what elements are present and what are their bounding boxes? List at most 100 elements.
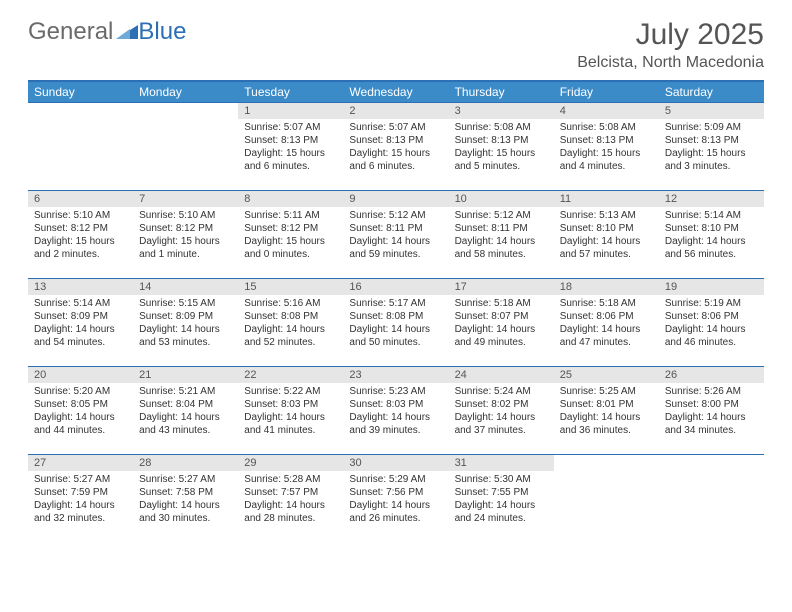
daylight-line: Daylight: 14 hours and 46 minutes. bbox=[665, 323, 758, 349]
daylight-line: Daylight: 14 hours and 39 minutes. bbox=[349, 411, 442, 437]
day-cell: 13Sunrise: 5:14 AMSunset: 8:09 PMDayligh… bbox=[28, 279, 133, 367]
daylight-line: Daylight: 14 hours and 58 minutes. bbox=[455, 235, 548, 261]
day-cell: 17Sunrise: 5:18 AMSunset: 8:07 PMDayligh… bbox=[449, 279, 554, 367]
day-details: Sunrise: 5:19 AMSunset: 8:06 PMDaylight:… bbox=[659, 295, 764, 353]
day-number: 11 bbox=[554, 191, 659, 207]
sunrise-line: Sunrise: 5:17 AM bbox=[349, 297, 442, 310]
day-cell: 8Sunrise: 5:11 AMSunset: 8:12 PMDaylight… bbox=[238, 191, 343, 279]
logo: General Blue bbox=[28, 18, 186, 46]
day-number: 15 bbox=[238, 279, 343, 295]
day-cell: 1Sunrise: 5:07 AMSunset: 8:13 PMDaylight… bbox=[238, 103, 343, 191]
day-cell: 2Sunrise: 5:07 AMSunset: 8:13 PMDaylight… bbox=[343, 103, 448, 191]
daylight-line: Daylight: 14 hours and 37 minutes. bbox=[455, 411, 548, 437]
day-cell: 15Sunrise: 5:16 AMSunset: 8:08 PMDayligh… bbox=[238, 279, 343, 367]
daylight-line: Daylight: 14 hours and 24 minutes. bbox=[455, 499, 548, 525]
daylight-line: Daylight: 14 hours and 44 minutes. bbox=[34, 411, 127, 437]
day-number: 13 bbox=[28, 279, 133, 295]
sunset-line: Sunset: 8:12 PM bbox=[139, 222, 232, 235]
weekday-header: Friday bbox=[554, 81, 659, 103]
weekday-header: Wednesday bbox=[343, 81, 448, 103]
day-details: Sunrise: 5:29 AMSunset: 7:56 PMDaylight:… bbox=[343, 471, 448, 529]
sunset-line: Sunset: 8:12 PM bbox=[244, 222, 337, 235]
sunrise-line: Sunrise: 5:20 AM bbox=[34, 385, 127, 398]
day-cell: 12Sunrise: 5:14 AMSunset: 8:10 PMDayligh… bbox=[659, 191, 764, 279]
day-details: Sunrise: 5:09 AMSunset: 8:13 PMDaylight:… bbox=[659, 119, 764, 177]
day-number: 14 bbox=[133, 279, 238, 295]
day-details: Sunrise: 5:13 AMSunset: 8:10 PMDaylight:… bbox=[554, 207, 659, 265]
sunset-line: Sunset: 8:10 PM bbox=[665, 222, 758, 235]
day-number: 23 bbox=[343, 367, 448, 383]
daylight-line: Daylight: 15 hours and 1 minute. bbox=[139, 235, 232, 261]
sunrise-line: Sunrise: 5:09 AM bbox=[665, 121, 758, 134]
weekday-header: Sunday bbox=[28, 81, 133, 103]
day-details: Sunrise: 5:10 AMSunset: 8:12 PMDaylight:… bbox=[28, 207, 133, 265]
sunset-line: Sunset: 8:08 PM bbox=[244, 310, 337, 323]
day-details: Sunrise: 5:27 AMSunset: 7:59 PMDaylight:… bbox=[28, 471, 133, 529]
day-number: 19 bbox=[659, 279, 764, 295]
day-details: Sunrise: 5:14 AMSunset: 8:10 PMDaylight:… bbox=[659, 207, 764, 265]
sunrise-line: Sunrise: 5:30 AM bbox=[455, 473, 548, 486]
day-number: 24 bbox=[449, 367, 554, 383]
logo-triangle-icon bbox=[116, 18, 138, 46]
daylight-line: Daylight: 14 hours and 36 minutes. bbox=[560, 411, 653, 437]
day-number: 17 bbox=[449, 279, 554, 295]
sunrise-line: Sunrise: 5:13 AM bbox=[560, 209, 653, 222]
day-number: 26 bbox=[659, 367, 764, 383]
daylight-line: Daylight: 14 hours and 56 minutes. bbox=[665, 235, 758, 261]
day-details: Sunrise: 5:14 AMSunset: 8:09 PMDaylight:… bbox=[28, 295, 133, 353]
sunrise-line: Sunrise: 5:10 AM bbox=[34, 209, 127, 222]
day-details: Sunrise: 5:20 AMSunset: 8:05 PMDaylight:… bbox=[28, 383, 133, 441]
day-number: 7 bbox=[133, 191, 238, 207]
sunset-line: Sunset: 8:11 PM bbox=[349, 222, 442, 235]
sunrise-line: Sunrise: 5:08 AM bbox=[560, 121, 653, 134]
day-number: 30 bbox=[343, 455, 448, 471]
day-number: 5 bbox=[659, 103, 764, 119]
daylight-line: Daylight: 15 hours and 6 minutes. bbox=[244, 147, 337, 173]
daylight-line: Daylight: 14 hours and 59 minutes. bbox=[349, 235, 442, 261]
daylight-line: Daylight: 14 hours and 28 minutes. bbox=[244, 499, 337, 525]
sunrise-line: Sunrise: 5:12 AM bbox=[455, 209, 548, 222]
day-cell: 9Sunrise: 5:12 AMSunset: 8:11 PMDaylight… bbox=[343, 191, 448, 279]
sunrise-line: Sunrise: 5:14 AM bbox=[34, 297, 127, 310]
day-cell: 19Sunrise: 5:19 AMSunset: 8:06 PMDayligh… bbox=[659, 279, 764, 367]
sunset-line: Sunset: 8:13 PM bbox=[455, 134, 548, 147]
weekday-row: Sunday Monday Tuesday Wednesday Thursday… bbox=[28, 81, 764, 103]
sunrise-line: Sunrise: 5:29 AM bbox=[349, 473, 442, 486]
day-cell: 7 Sunrise: 5:10 AMSunset: 8:12 PMDaylight… bbox=[133, 191, 238, 279]
week-row: 20Sunrise: 5:20 AMSunset: 8:05 PMDayligh… bbox=[28, 367, 764, 455]
day-number: 29 bbox=[238, 455, 343, 471]
weekday-header: Monday bbox=[133, 81, 238, 103]
day-details: Sunrise: 5:18 AMSunset: 8:07 PMDaylight:… bbox=[449, 295, 554, 353]
day-cell: 28Sunrise: 5:27 AMSunset: 7:58 PMDayligh… bbox=[133, 455, 238, 543]
sunset-line: Sunset: 7:55 PM bbox=[455, 486, 548, 499]
day-details: Sunrise: 5:07 AMSunset: 8:13 PMDaylight:… bbox=[238, 119, 343, 177]
sunset-line: Sunset: 8:06 PM bbox=[560, 310, 653, 323]
sunset-line: Sunset: 8:13 PM bbox=[349, 134, 442, 147]
day-cell: 27Sunrise: 5:27 AMSunset: 7:59 PMDayligh… bbox=[28, 455, 133, 543]
sunset-line: Sunset: 8:09 PM bbox=[139, 310, 232, 323]
day-details: Sunrise: 5:08 AMSunset: 8:13 PMDaylight:… bbox=[554, 119, 659, 177]
day-cell: 4Sunrise: 5:08 AMSunset: 8:13 PMDaylight… bbox=[554, 103, 659, 191]
day-number: 16 bbox=[343, 279, 448, 295]
daylight-line: Daylight: 14 hours and 57 minutes. bbox=[560, 235, 653, 261]
day-cell: 22Sunrise: 5:22 AMSunset: 8:03 PMDayligh… bbox=[238, 367, 343, 455]
sunset-line: Sunset: 8:13 PM bbox=[560, 134, 653, 147]
day-details: Sunrise: 5:08 AMSunset: 8:13 PMDaylight:… bbox=[449, 119, 554, 177]
sunset-line: Sunset: 8:09 PM bbox=[34, 310, 127, 323]
sunset-line: Sunset: 8:07 PM bbox=[455, 310, 548, 323]
daylight-line: Daylight: 15 hours and 5 minutes. bbox=[455, 147, 548, 173]
sunrise-line: Sunrise: 5:21 AM bbox=[139, 385, 232, 398]
sunset-line: Sunset: 7:58 PM bbox=[139, 486, 232, 499]
sunrise-line: Sunrise: 5:18 AM bbox=[560, 297, 653, 310]
day-number: 9 bbox=[343, 191, 448, 207]
sunrise-line: Sunrise: 5:08 AM bbox=[455, 121, 548, 134]
sunset-line: Sunset: 8:01 PM bbox=[560, 398, 653, 411]
day-cell: 26Sunrise: 5:26 AMSunset: 8:00 PMDayligh… bbox=[659, 367, 764, 455]
daylight-line: Daylight: 15 hours and 3 minutes. bbox=[665, 147, 758, 173]
day-number: 25 bbox=[554, 367, 659, 383]
sunrise-line: Sunrise: 5:24 AM bbox=[455, 385, 548, 398]
sunrise-line: Sunrise: 5:18 AM bbox=[455, 297, 548, 310]
daylight-line: Daylight: 14 hours and 47 minutes. bbox=[560, 323, 653, 349]
day-cell: .. bbox=[133, 103, 238, 191]
sunrise-line: Sunrise: 5:10 AM bbox=[139, 209, 232, 222]
